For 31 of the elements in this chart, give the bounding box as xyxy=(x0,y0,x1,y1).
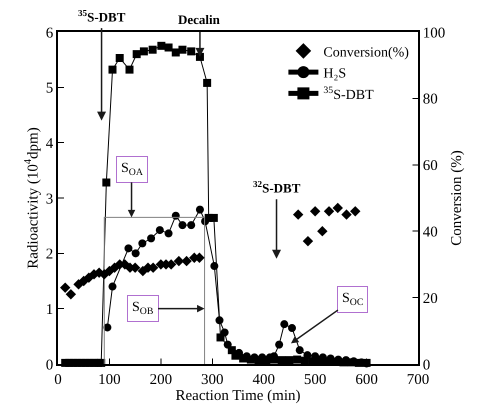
y2-tick-label: 80 xyxy=(422,92,438,108)
annotation: $^{32}$S-DBT xyxy=(253,179,301,196)
x-tick-label: 100 xyxy=(98,372,121,388)
x-tick-label: 700 xyxy=(406,372,430,388)
annotation: Decalin xyxy=(178,12,221,27)
text: $^{35}$S-DBT xyxy=(78,8,126,24)
y2-tick-label: 20 xyxy=(422,290,438,307)
y-tick-label: 3 xyxy=(46,191,54,208)
x-tick-label: 200 xyxy=(150,372,172,388)
x-tick-label: 600 xyxy=(355,372,378,388)
x-tick-label: 400 xyxy=(252,372,275,388)
legend-label: H₂S xyxy=(323,66,346,82)
y-tick-label: 6 xyxy=(46,25,54,42)
annotation: S$_{OC}$ xyxy=(342,291,364,308)
annotation: S$_{OB}$ xyxy=(132,300,154,317)
y-tick-label: 0 xyxy=(46,357,54,374)
y-tick-label: 5 xyxy=(46,80,54,97)
y-tick-label: 2 xyxy=(46,246,54,263)
annotation: S$_{OA}$ xyxy=(121,161,143,178)
x-tick-label: 300 xyxy=(201,372,224,388)
y2-tick-label: 100 xyxy=(422,25,446,42)
y-tick-label: 4 xyxy=(46,136,54,152)
x-axis-title: Reaction Time (min) xyxy=(176,388,300,404)
y-tick-label: 1 xyxy=(46,302,54,318)
y2-tick-label: 40 xyxy=(422,224,438,240)
y2-tick-label: 60 xyxy=(422,158,438,174)
y2-tick-label: 0 xyxy=(422,357,430,374)
y2-axis-title: Conversion (%) xyxy=(448,150,465,246)
legend-label: $^{35}$S-DBT xyxy=(323,84,374,103)
x-tick-label: 500 xyxy=(304,372,326,388)
legend-label: Conversion(%) xyxy=(323,45,410,60)
